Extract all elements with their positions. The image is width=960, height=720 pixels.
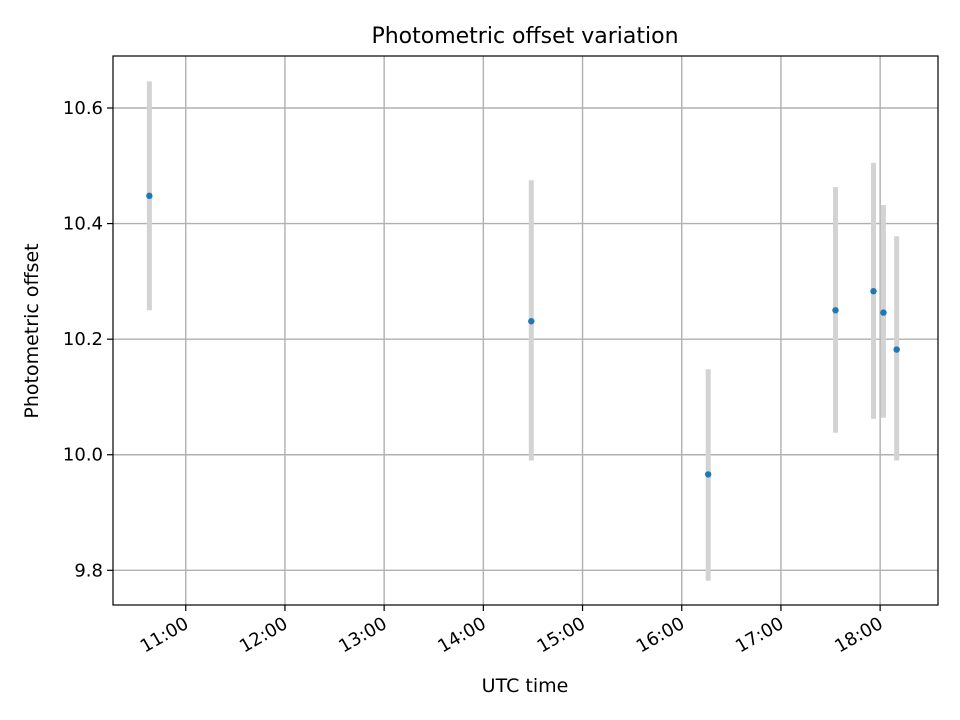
x-axis-label: UTC time <box>482 675 569 697</box>
y-tick-label: 10.4 <box>63 214 103 235</box>
y-tick-label: 9.8 <box>74 560 103 581</box>
y-axis-label: Photometric offset <box>21 243 43 418</box>
y-tick-label: 10.0 <box>63 445 103 466</box>
data-point <box>528 318 535 325</box>
axes-frame <box>112 55 939 606</box>
data-point <box>870 288 877 295</box>
chart-title: Photometric offset variation <box>371 24 678 49</box>
data-point <box>146 192 153 200</box>
data-point <box>893 346 900 353</box>
y-tick-label: 10.6 <box>63 98 103 119</box>
data-point <box>832 307 839 314</box>
point-layer <box>146 192 900 478</box>
data-point <box>704 471 712 478</box>
data-point <box>880 309 887 316</box>
grid-layer <box>113 56 938 605</box>
y-tick-label: 10.2 <box>63 329 103 350</box>
